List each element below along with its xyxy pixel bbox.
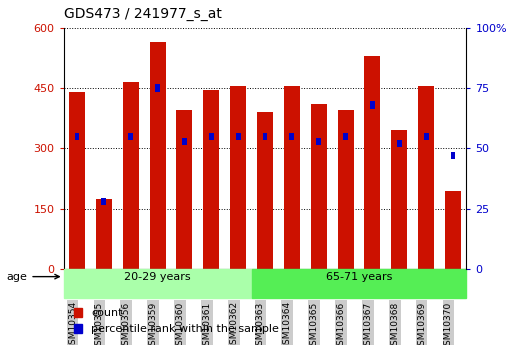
Bar xyxy=(155,85,160,92)
Bar xyxy=(101,198,107,205)
Bar xyxy=(149,42,166,269)
Bar xyxy=(364,56,381,269)
Text: GSM10364: GSM10364 xyxy=(283,301,292,345)
Bar xyxy=(262,133,268,140)
Bar xyxy=(338,110,354,269)
Text: GSM10367: GSM10367 xyxy=(364,301,373,345)
Text: GDS473 / 241977_s_at: GDS473 / 241977_s_at xyxy=(64,7,222,21)
Text: age: age xyxy=(6,272,59,282)
Text: GSM10359: GSM10359 xyxy=(148,301,157,345)
Bar xyxy=(209,133,214,140)
Bar xyxy=(64,269,252,298)
Bar xyxy=(75,133,80,140)
Text: GSM10363: GSM10363 xyxy=(256,301,265,345)
Text: GSM10360: GSM10360 xyxy=(175,301,184,345)
Bar xyxy=(128,133,133,140)
Bar xyxy=(236,133,241,140)
Text: GSM10365: GSM10365 xyxy=(310,301,319,345)
Bar xyxy=(257,112,273,269)
Text: GSM10355: GSM10355 xyxy=(95,301,104,345)
Bar xyxy=(397,140,402,147)
Bar xyxy=(418,86,434,269)
Text: GSM10361: GSM10361 xyxy=(202,301,211,345)
Text: GSM10369: GSM10369 xyxy=(417,301,426,345)
Text: 20-29 years: 20-29 years xyxy=(124,272,191,282)
Text: GSM10356: GSM10356 xyxy=(122,301,131,345)
Bar xyxy=(343,133,348,140)
Bar xyxy=(316,138,321,145)
Bar xyxy=(69,92,85,269)
Bar xyxy=(203,90,219,269)
Text: GSM10366: GSM10366 xyxy=(337,301,346,345)
Bar xyxy=(122,82,139,269)
Bar xyxy=(176,110,192,269)
Bar xyxy=(252,269,466,298)
Text: GSM10370: GSM10370 xyxy=(444,301,453,345)
Bar xyxy=(450,152,455,159)
Bar xyxy=(370,101,375,109)
Bar xyxy=(391,130,408,269)
Bar xyxy=(230,86,246,269)
Bar xyxy=(445,191,461,269)
Bar xyxy=(423,133,429,140)
Text: GSM10362: GSM10362 xyxy=(229,301,238,345)
Text: GSM10368: GSM10368 xyxy=(390,301,399,345)
Bar xyxy=(284,86,300,269)
Text: 65-71 years: 65-71 years xyxy=(326,272,392,282)
Bar xyxy=(96,199,112,269)
Legend: count, percentile rank within the sample: count, percentile rank within the sample xyxy=(69,304,284,338)
Bar xyxy=(289,133,294,140)
Bar xyxy=(311,104,327,269)
Bar xyxy=(182,138,187,145)
Text: GSM10354: GSM10354 xyxy=(68,301,77,345)
